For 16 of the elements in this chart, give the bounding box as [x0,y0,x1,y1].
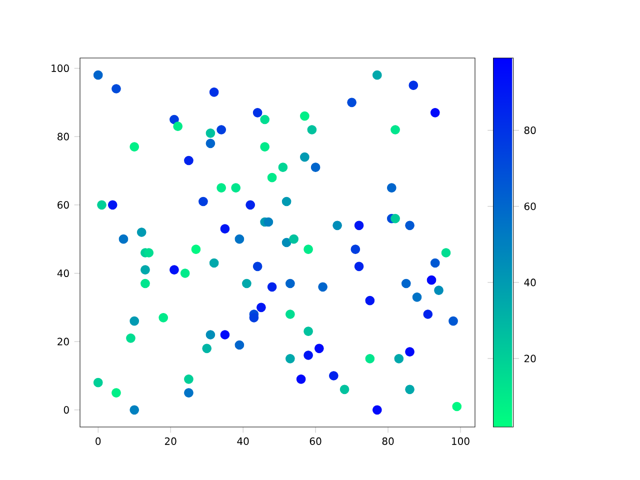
y-tick-label: 60 [58,201,69,209]
color-bar-label: 40 [524,278,536,286]
x-tick-label: 0 [96,437,101,445]
color-bar-label: 60 [524,202,536,210]
y-tick-label: 40 [57,269,69,278]
color-bar-label: 80 [524,126,536,134]
color-bar-label: 20 [524,354,536,362]
y-tick-label: 0 [64,406,69,414]
x-tick-label: 40 [237,437,249,445]
x-tick-label: 100 [452,437,470,445]
y-tick-label: 80 [58,132,69,140]
x-tick-label: 60 [310,437,322,445]
y-tick-label: 100 [52,64,69,72]
y-tick-label: 20 [58,338,69,346]
x-tick-label: 20 [164,437,176,445]
x-tick-label: 80 [382,437,394,445]
